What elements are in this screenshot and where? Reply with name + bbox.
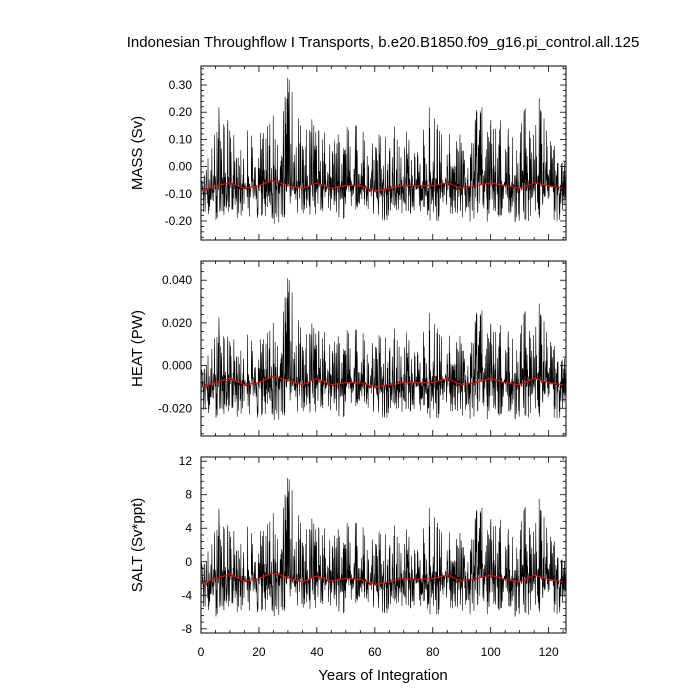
x-tick-label: 100 [481, 645, 501, 659]
x-tick-label: 80 [426, 645, 440, 659]
chart-title: Indonesian Throughflow I Transports, b.e… [127, 34, 640, 51]
y-tick-label-salt: 4 [185, 521, 192, 535]
y-tick-label-mass: 0.10 [169, 132, 193, 146]
y-tick-label-salt: 12 [179, 454, 193, 468]
y-tick-label-salt: 8 [185, 488, 192, 502]
series-smoothed-mass [201, 179, 564, 192]
panel-salt: -8 -4 0 4 8 12 SALT (Sv*ppt) [129, 454, 567, 636]
series-raw-heat [201, 278, 566, 420]
y-tick-label-mass: -0.10 [165, 187, 193, 201]
y-tick-label-heat: 0.040 [162, 273, 192, 287]
x-tick-label: 40 [310, 645, 324, 659]
y-axis-title-salt: SALT (Sv*ppt) [129, 498, 146, 592]
y-tick-label-mass: 0.30 [169, 78, 193, 92]
y-tick-label-mass: 0.00 [169, 160, 193, 174]
x-axis-title: Years of Integration [318, 667, 448, 684]
plot-frame-mass [200, 65, 567, 241]
y-tick-label-heat: 0.020 [162, 316, 192, 330]
y-tick-label-heat: 0.000 [162, 359, 192, 373]
series-smoothed-salt [201, 572, 564, 585]
y-tick-label-mass: -0.20 [165, 214, 193, 228]
y-tick-label-salt: -4 [181, 588, 192, 602]
plot-frame-heat [200, 260, 567, 437]
y-tick-label-heat: -0.020 [158, 401, 192, 415]
series-raw-mass [201, 77, 566, 224]
x-tick-label: 0 [198, 645, 205, 659]
plot-frame-salt [200, 456, 567, 634]
panels: -0.20 -0.10 0.00 0.10 0.20 0.30 MASS (Sv) -0.02… [129, 65, 567, 659]
series-raw-salt [201, 477, 566, 617]
x-tick-label: 120 [539, 645, 559, 659]
y-tick-label-salt: -8 [181, 622, 192, 636]
x-tick-labels: 0 20 40 60 80 100 120 [198, 645, 559, 659]
x-tick-label: 60 [368, 645, 382, 659]
x-tick-label: 20 [252, 645, 266, 659]
y-tick-label-mass: 0.20 [169, 105, 193, 119]
series-smoothed-heat [201, 375, 564, 388]
y-axis-title-heat: HEAT (PW) [129, 310, 146, 387]
y-axis-title-mass: MASS (Sv) [129, 116, 146, 190]
panel-mass: -0.20 -0.10 0.00 0.10 0.20 0.30 MASS (Sv) [129, 65, 567, 241]
panel-heat: -0.020 0.000 0.020 0.040 HEAT (PW) [129, 260, 567, 437]
y-tick-label-salt: 0 [185, 555, 192, 569]
